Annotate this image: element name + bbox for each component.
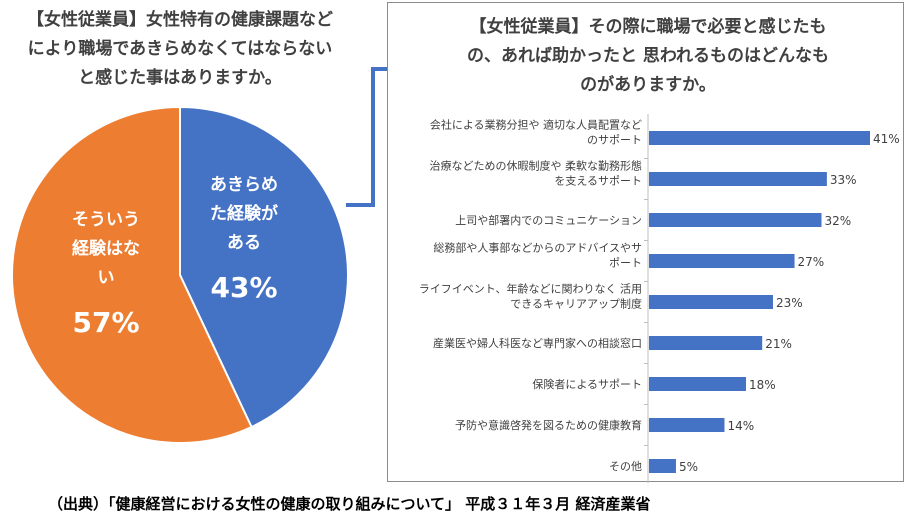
category-label-1-line-2: のサポート: [587, 134, 642, 147]
value-labels: 41% 33% 32% 27% 23% 21% 18% 14% 5%: [679, 132, 900, 474]
category-label-4-line-2: ポート: [609, 257, 642, 270]
category-label-4-line-1: 総務部や人事部などからのアドバイスやサ: [433, 241, 642, 255]
category-label-8-line-1: 予防や意識啓発を図るための健康教育: [455, 418, 642, 432]
right-question-line-1: 【女性従業員】その際に職場で必要と感じたも: [469, 17, 827, 37]
bar-8: [649, 418, 725, 432]
right-question-line-2: の、あれば助かったと 思われるものはどんなも: [466, 46, 830, 66]
bar-1: [649, 131, 870, 145]
bar-5-value-label: 23%: [776, 296, 803, 310]
pie-slice-1-label-line-1: あきらめ: [210, 175, 278, 195]
left-question-title: 【女性従業員】女性特有の健康課題など により職場であきらめなくてはならない と感…: [4, 6, 356, 93]
category-label-6-line-1: 産業医や婦人科医など専門家への相談窓口: [433, 336, 642, 350]
category-label-2-line-2: を支えるサポート: [554, 175, 642, 188]
bar-axis: [644, 114, 649, 483]
bar-4: [649, 254, 795, 268]
bar-7-value-label: 18%: [749, 378, 776, 392]
pie-slice-1: [179, 105, 349, 429]
left-question-line-1: 【女性従業員】女性特有の健康課題など: [27, 10, 333, 30]
bar-chart-panel: 会社による業務分担や 適切な人員配置などのサポート治療などための休暇制度や 柔軟…: [387, 2, 904, 483]
bar-4-value-label: 27%: [798, 255, 825, 269]
category-label-5-line-1: ライフイベント、年齢などに関わりなく 活用: [419, 282, 642, 296]
source-citation: （出典）「健康経営における女性の健康の取り組みについて」 平成３１年３月 経済産…: [48, 495, 651, 513]
category-label-9-line-1: その他: [609, 460, 642, 473]
bar-3: [649, 213, 822, 227]
pie-slice-2: [11, 105, 253, 444]
bar-3-value-label: 32%: [824, 214, 851, 228]
pie-slice-1-label-line-3: ある: [227, 233, 261, 253]
bar-2-value-label: 33%: [830, 173, 857, 187]
left-question-line-3: と感じた事はありますか。: [78, 68, 282, 88]
bars: [649, 131, 870, 473]
left-question-line-2: により職場であきらめなくてはならない: [27, 39, 333, 59]
pie-slice-2-label-line-3: い: [98, 268, 115, 288]
pie-slice-1-value-label: 43%: [210, 271, 277, 304]
bar-5: [649, 295, 773, 309]
pie-slice-2-label-line-2: 経験はな: [72, 238, 140, 259]
bar-1-value-label: 41%: [873, 132, 900, 146]
bar-6-value-label: 21%: [765, 337, 792, 351]
bar-7: [649, 377, 747, 391]
pie-slice-2-value-label: 57%: [72, 306, 139, 339]
category-label-3-line-1: 上司や部署内でのコミュニケーション: [455, 213, 642, 227]
right-question-title: 【女性従業員】その際に職場で必要と感じたも の、あれば助かったと 思われるものは…: [398, 13, 898, 100]
category-label-7-line-1: 保険者によるサポート: [532, 377, 642, 391]
bar-9: [649, 459, 676, 473]
pie-slice-2-label-line-1: そういう: [72, 210, 140, 230]
category-label-5-line-2: できるキャリアアップ制度: [510, 297, 642, 311]
right-question-line-3: のがありますか。: [580, 75, 716, 95]
bar-9-value-label: 5%: [679, 460, 698, 474]
bar-8-value-label: 14%: [727, 419, 754, 433]
pie-slice-1-label-line-2: た経験が: [210, 203, 278, 224]
bar-6: [649, 336, 763, 350]
category-label-1-line-1: 会社による業務分担や 適切な人員配置など: [430, 118, 642, 132]
pie-slices: [11, 105, 349, 444]
bar-2: [649, 172, 827, 186]
category-label-2-line-1: 治療などための休暇制度や 柔軟な勤務形態: [430, 159, 643, 173]
